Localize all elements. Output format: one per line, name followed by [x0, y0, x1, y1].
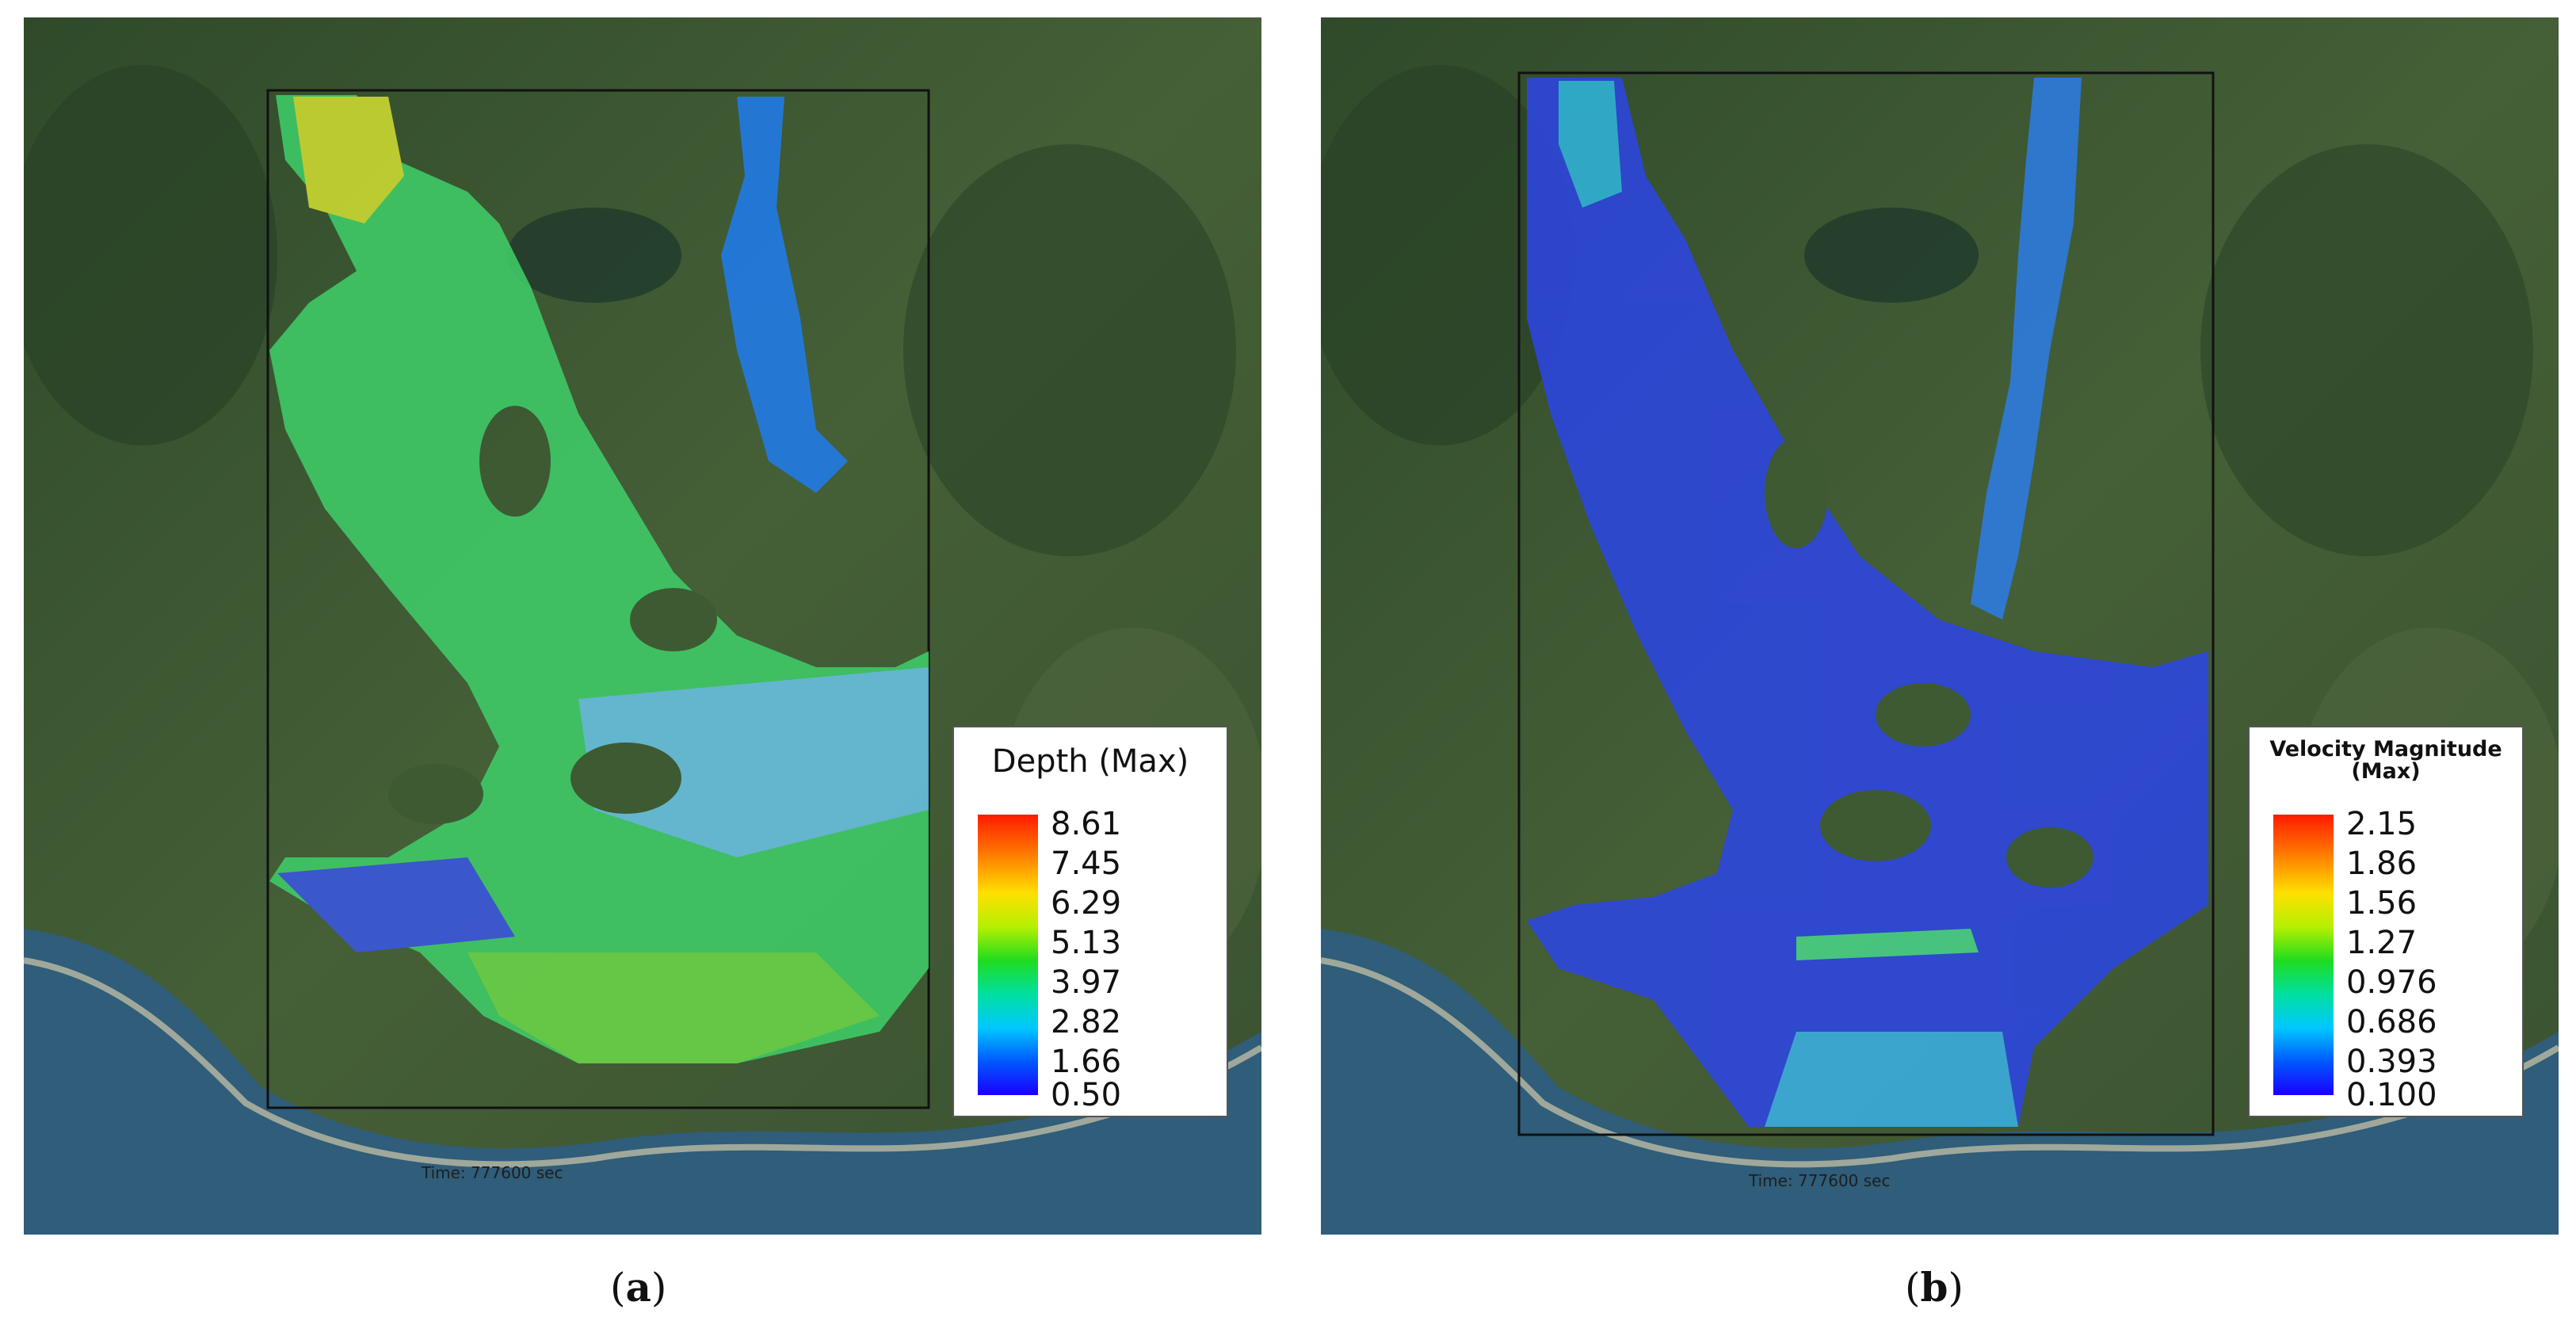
flood-coastal-plain	[467, 952, 880, 1063]
legend-title: Velocity Magnitude (Max)	[2269, 737, 2502, 784]
tick-label: 2.82	[1051, 1004, 1122, 1040]
reservoir	[1804, 208, 1979, 303]
coastline	[24, 957, 1261, 1168]
tick-label: 1.56	[2346, 885, 2418, 922]
dry-island	[1820, 790, 1931, 861]
flood-east-tributary	[1971, 78, 2082, 620]
coastline	[1321, 957, 2559, 1168]
flood-east-tributary	[721, 97, 848, 493]
flood-depth-extent	[269, 95, 929, 1063]
map-panel-velocity: Velocity Magnitude (Max) 2.15 1.86 1.56 …	[1321, 17, 2559, 1235]
flood-outlet	[1765, 1032, 2018, 1127]
tick-label: 3.97	[1051, 964, 1122, 1001]
sea	[24, 929, 1261, 1235]
legend-depth: Depth (Max) 8.61 7.45 6.29 5.13 3.97 2.8…	[952, 726, 1228, 1117]
satellite-map	[24, 17, 1261, 1235]
tick-label: 6.29	[1051, 885, 1122, 922]
flood-upstream-high	[293, 97, 404, 223]
time-label: Time: 777600 sec	[1749, 1171, 1891, 1190]
tick-label: 0.100	[2346, 1077, 2437, 1113]
caption-letter: a	[625, 1264, 651, 1311]
tick-label: 1.66	[1051, 1044, 1122, 1080]
forest-patch	[1321, 65, 1574, 445]
colorbar	[978, 815, 1038, 1095]
legend-title: Depth (Max)	[991, 743, 1189, 780]
flood-velocity-extent	[1527, 78, 2208, 1127]
panel-caption-a: (a)	[610, 1264, 667, 1311]
forest-patch	[2200, 144, 2533, 556]
dry-island	[1876, 683, 1971, 746]
dry-island	[571, 742, 681, 814]
forest-patch	[903, 144, 1236, 556]
tick-label: 0.976	[2346, 964, 2437, 1001]
tick-label: 5.13	[1051, 925, 1122, 961]
satellite-map	[1321, 17, 2559, 1235]
flood-lowland	[578, 667, 929, 857]
flood-upstream-channel	[1559, 81, 1622, 208]
reservoir	[507, 208, 681, 303]
colorbar	[2273, 815, 2334, 1095]
tick-label: 0.393	[2346, 1044, 2437, 1080]
tick-label: 1.27	[2346, 925, 2418, 961]
dry-island	[479, 406, 551, 517]
tick-label: 0.686	[2346, 1004, 2437, 1040]
caption-letter: b	[1920, 1264, 1948, 1311]
flood-west-branch	[277, 857, 515, 952]
time-label: Time: 777600 sec	[422, 1163, 563, 1182]
dry-island	[388, 764, 483, 824]
forest-patch	[24, 65, 277, 445]
sea	[1321, 929, 2559, 1235]
model-domain-boundary	[266, 89, 930, 1109]
tick-label: 0.50	[1051, 1077, 1122, 1113]
tick-label: 1.86	[2346, 845, 2418, 882]
dry-island	[2006, 827, 2093, 887]
panel-caption-b: (b)	[1905, 1264, 1963, 1311]
tick-label: 8.61	[1051, 806, 1122, 842]
model-domain-boundary	[1517, 71, 2215, 1136]
legend-velocity: Velocity Magnitude (Max) 2.15 1.86 1.56 …	[2248, 726, 2524, 1117]
flood-high-velocity-strip	[1796, 929, 1979, 960]
tick-label: 2.15	[2346, 806, 2418, 842]
dry-island	[630, 588, 717, 651]
tick-label: 7.45	[1051, 845, 1122, 882]
dry-island	[1765, 437, 1828, 548]
map-panel-depth: Depth (Max) 8.61 7.45 6.29 5.13 3.97 2.8…	[24, 17, 1261, 1235]
